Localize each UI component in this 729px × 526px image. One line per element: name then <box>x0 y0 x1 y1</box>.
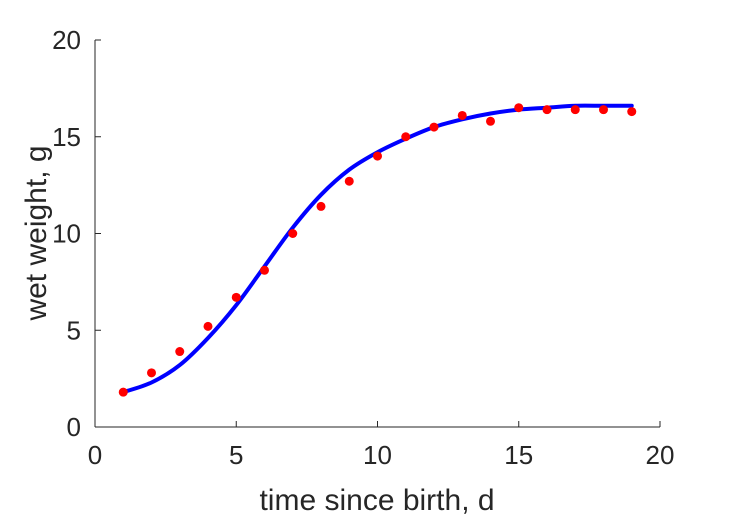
y-tick-label: 15 <box>52 122 81 152</box>
data-point <box>542 105 552 115</box>
data-point <box>599 105 608 115</box>
data-point <box>570 105 580 115</box>
data-point <box>260 265 269 275</box>
data-point <box>429 122 439 132</box>
data-point <box>344 176 354 186</box>
fit-curve <box>121 103 634 395</box>
data-point <box>486 116 495 126</box>
fit-curve-layer <box>121 103 634 395</box>
x-tick-label: 5 <box>229 440 243 470</box>
y-tick-label: 0 <box>67 412 81 442</box>
data-point <box>118 387 128 397</box>
y-tick-label: 20 <box>52 25 81 55</box>
data-point <box>147 368 156 378</box>
y-axis-label: wet weight, g <box>20 145 53 321</box>
data-point <box>316 201 326 211</box>
data-points-layer <box>118 103 637 397</box>
axes <box>94 40 660 428</box>
x-tick-label: 15 <box>504 440 533 470</box>
y-tick-label: 10 <box>52 219 81 249</box>
x-tick-label: 0 <box>88 440 102 470</box>
data-point <box>203 321 213 331</box>
data-point <box>175 347 185 357</box>
data-point <box>373 151 382 161</box>
y-tick-label: 5 <box>67 315 81 345</box>
ticks: 0 5 10 15 20 0 5 10 15 20 <box>52 25 674 470</box>
data-point <box>231 292 241 302</box>
data-point <box>627 107 637 117</box>
data-point <box>457 110 467 120</box>
x-tick-label: 20 <box>646 440 675 470</box>
data-point <box>401 132 411 142</box>
x-axis-label: time since birth, d <box>259 484 494 517</box>
x-tick-label: 10 <box>363 440 392 470</box>
data-point <box>514 103 524 113</box>
data-point <box>288 229 298 238</box>
